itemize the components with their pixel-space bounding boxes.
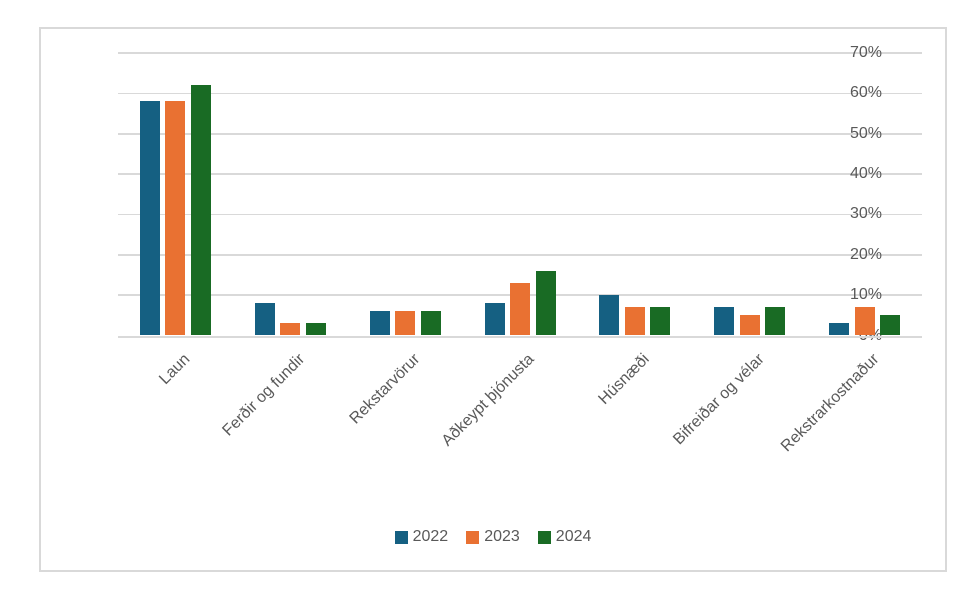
x-category-label-bifreiðar-og-vélar: Bifreiðar og vélar: [669, 350, 768, 449]
y-tick-label-40: 40%: [849, 165, 882, 183]
legend-item-2024[interactable]: 2024: [537, 528, 592, 545]
y-tick-label-70: 70%: [849, 44, 882, 62]
bar-2023-laun[interactable]: [165, 101, 186, 336]
bar-2023-ferðir-og-fundir[interactable]: [280, 323, 301, 336]
x-category-label-laun: Laun: [155, 350, 194, 388]
legend: 2022 2023 2024: [41, 529, 945, 545]
bar-2023-húsnæði[interactable]: [624, 307, 645, 336]
bar-2024-aðkeypt-þjónusta[interactable]: [535, 270, 556, 336]
gridline-60: [118, 92, 922, 95]
bar-2022-laun[interactable]: [139, 101, 160, 336]
x-category-label-aðkeypt-þjónusta: Aðkeypt þjónusta: [438, 350, 538, 450]
bar-2024-rekstrarkostnaður[interactable]: [880, 315, 901, 336]
y-tick-label-50: 50%: [849, 124, 882, 142]
gridline-70: [118, 52, 922, 54]
x-category-label-rekstarvörur: Rekstarvörur: [346, 350, 423, 428]
bar-2022-rekstrarkostnaður[interactable]: [829, 323, 850, 336]
bar-2023-bifreiðar-og-vélar[interactable]: [739, 315, 760, 336]
legend-item-2022[interactable]: 2022: [394, 528, 449, 545]
y-tick-label-60: 60%: [849, 84, 882, 102]
x-category-label-húsnæði: Húsnæði: [595, 350, 653, 409]
y-tick-label-30: 30%: [849, 205, 882, 223]
gridline-40: [118, 173, 922, 175]
bar-2022-rekstarvörur[interactable]: [369, 311, 390, 336]
legend-swatch-2023: [466, 530, 480, 544]
x-category-label-rekstrarkostnaður: Rekstrarkostnaður: [777, 350, 883, 456]
gridline-20: [118, 254, 922, 256]
y-tick-label-10: 10%: [849, 286, 882, 304]
legend-swatch-2024: [537, 530, 551, 544]
bar-2022-bifreiðar-og-vélar[interactable]: [714, 307, 735, 336]
bar-2023-rekstrarkostnaður[interactable]: [854, 307, 875, 336]
gridline-30: [118, 213, 922, 216]
bar-2023-aðkeypt-þjónusta[interactable]: [510, 283, 530, 336]
gridline-50: [118, 133, 922, 135]
bar-2022-aðkeypt-þjónusta[interactable]: [484, 303, 505, 336]
bar-2024-bifreiðar-og-vélar[interactable]: [765, 307, 786, 336]
bar-2024-laun[interactable]: [190, 85, 211, 336]
bar-2024-ferðir-og-fundir[interactable]: [305, 323, 326, 336]
y-tick-label-20: 20%: [849, 245, 882, 263]
bar-2022-ferðir-og-fundir[interactable]: [254, 303, 275, 336]
bar-2023-rekstarvörur[interactable]: [395, 311, 416, 336]
legend-label-2023: 2023: [484, 528, 520, 545]
bar-2024-húsnæði[interactable]: [650, 307, 671, 336]
x-category-label-ferðir-og-fundir: Ferðir og fundir: [219, 350, 309, 440]
x-axis-line: [118, 335, 922, 338]
legend-item-2023[interactable]: 2023: [466, 529, 520, 545]
legend-label-2022: 2022: [412, 528, 449, 545]
bar-2024-rekstarvörur[interactable]: [420, 311, 441, 336]
legend-label-2024: 2024: [555, 528, 592, 545]
legend-swatch-2022: [394, 530, 408, 544]
bar-2022-húsnæði[interactable]: [599, 295, 620, 336]
